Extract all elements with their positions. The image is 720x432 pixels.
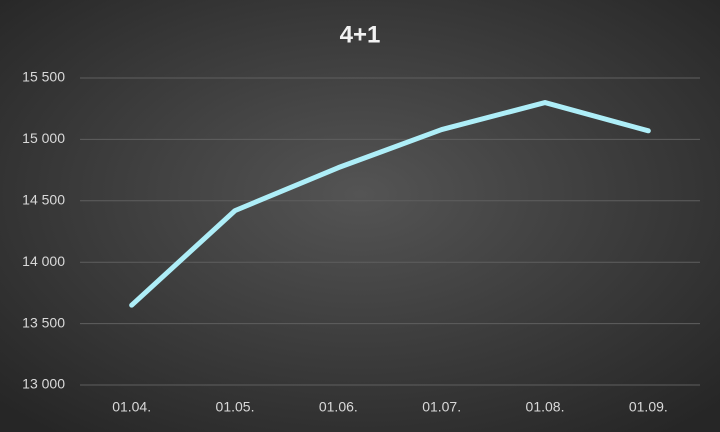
x-tick-label: 01.08. [526,399,565,415]
y-tick-label: 14 500 [22,192,65,208]
x-tick-label: 01.07. [422,399,461,415]
y-tick-label: 15 500 [22,69,65,85]
x-tick-label: 01.05. [216,399,255,415]
y-tick-label: 15 000 [22,130,65,146]
x-tick-label: 01.04. [112,399,151,415]
x-tick-label: 01.09. [629,399,668,415]
line-series [129,100,651,308]
y-tick-label: 13 000 [22,376,65,392]
x-tick-label: 01.06. [319,399,358,415]
y-tick-label: 14 000 [22,253,65,269]
y-tick-label: 13 500 [22,314,65,330]
chart-title: 4+1 [340,21,381,48]
